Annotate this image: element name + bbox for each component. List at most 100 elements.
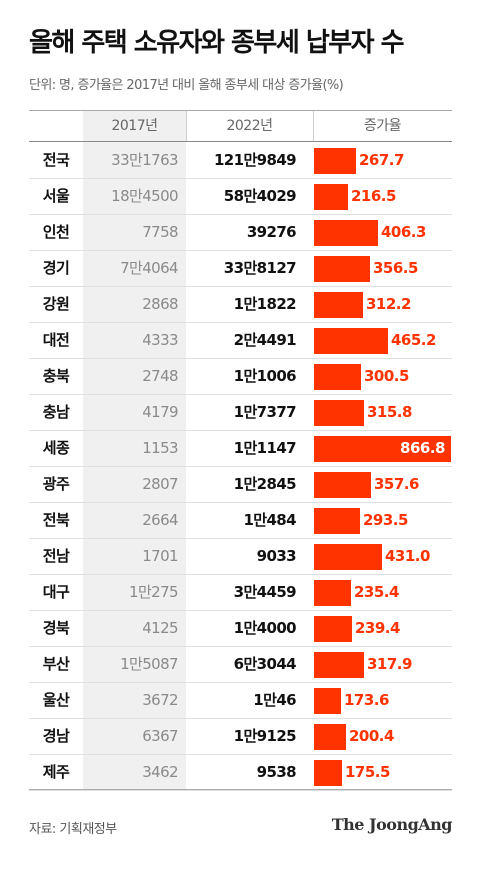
- growth-bar: [314, 688, 341, 714]
- growth-value-label: 356.5: [373, 259, 418, 277]
- table-row: 인천 7758 39276 406.3: [29, 214, 452, 251]
- growth-bar: [314, 148, 356, 174]
- value-2017: 2807: [142, 475, 178, 493]
- table-row: 대구 1만275 3만4459 235.4: [29, 574, 452, 611]
- growth-value-label: 173.6: [344, 691, 389, 709]
- growth-bar: [314, 472, 371, 498]
- growth-value-label: 866.8: [400, 439, 445, 457]
- header-growth: 증가율: [363, 118, 402, 134]
- value-2022: 39276: [246, 223, 297, 241]
- growth-value-label: 175.5: [345, 763, 390, 781]
- value-2022: 1만4000: [233, 619, 297, 637]
- value-2022: 1만1147: [233, 439, 297, 457]
- value-2017: 6367: [142, 727, 178, 745]
- value-2017: 4333: [142, 331, 178, 349]
- header-separator: [313, 111, 314, 141]
- table-row: 충남 4179 1만7377 315.8: [29, 394, 452, 431]
- value-2022: 3만4459: [233, 583, 297, 601]
- growth-value-label: 293.5: [363, 511, 408, 529]
- region-label: 부산: [42, 655, 70, 673]
- value-2017: 2664: [142, 511, 178, 529]
- growth-bar: [314, 400, 364, 426]
- growth-bar: [314, 580, 351, 606]
- table-row: 경북 4125 1만4000 239.4: [29, 610, 452, 647]
- growth-value-label: 406.3: [381, 223, 426, 241]
- table-row: 대전 4333 2만4491 465.2: [29, 322, 452, 359]
- region-label: 세종: [42, 439, 70, 457]
- table-row: 부산 1만5087 6만3044 317.9: [29, 646, 452, 683]
- growth-value-label: 239.4: [355, 619, 400, 637]
- value-2017: 2748: [142, 367, 178, 385]
- value-2022: 1만46: [253, 691, 296, 709]
- region-label: 서울: [42, 187, 70, 205]
- value-2017: 33만1763: [111, 151, 178, 169]
- region-label: 대구: [42, 583, 70, 601]
- growth-bar: [314, 616, 352, 642]
- growth-bar: [314, 328, 388, 354]
- growth-value-label: 315.8: [367, 403, 412, 421]
- value-2022: 1만484: [243, 511, 296, 529]
- value-2017: 7만4064: [120, 259, 179, 277]
- growth-bar: [314, 436, 451, 462]
- growth-value-label: 216.5: [351, 187, 396, 205]
- region-label: 울산: [42, 691, 70, 709]
- growth-bar: [314, 724, 346, 750]
- value-2017: 18만4500: [111, 187, 178, 205]
- region-label: 전북: [42, 511, 70, 529]
- table-row: 전남 1701 9033 431.0: [29, 538, 452, 575]
- value-2017: 7758: [142, 223, 178, 241]
- table-row: 강원 2868 1만1822 312.2: [29, 286, 452, 323]
- table-row: 세종 1153 1만1147 866.8: [29, 430, 452, 467]
- chart-title: 올해 주택 소유자와 종부세 납부자 수: [29, 28, 405, 58]
- region-label: 경기: [42, 259, 70, 277]
- value-2022: 9538: [256, 763, 297, 781]
- growth-bar: [314, 364, 361, 390]
- growth-value-label: 317.9: [367, 655, 412, 673]
- value-2017: 1701: [142, 547, 178, 565]
- value-2017: 4125: [142, 619, 178, 637]
- value-2017: 4179: [142, 403, 178, 421]
- growth-value-label: 235.4: [354, 583, 399, 601]
- value-2022: 2만4491: [233, 331, 297, 349]
- value-2022: 6만3044: [233, 655, 297, 673]
- table-row: 울산 3672 1만46 173.6: [29, 682, 452, 719]
- value-2022: 1만9125: [233, 727, 297, 745]
- growth-bar: [314, 508, 360, 534]
- table-row: 전북 2664 1만484 293.5: [29, 502, 452, 539]
- table-row: 서울 18만4500 58만4029 216.5: [29, 178, 452, 215]
- growth-value-label: 200.4: [349, 727, 394, 745]
- value-2017: 1만275: [129, 583, 179, 601]
- region-label: 전남: [42, 547, 70, 565]
- value-2017: 3672: [142, 691, 178, 709]
- source-note: 자료: 기획재정부: [29, 822, 117, 837]
- table-row: 제주 3462 9538 175.5: [29, 754, 452, 791]
- growth-bar: [314, 256, 370, 282]
- growth-bar: [314, 220, 378, 246]
- chart-subtitle: 단위: 명, 증가율은 2017년 대비 올해 종부세 대상 증가율(%): [29, 78, 344, 93]
- value-2017: 2868: [142, 295, 178, 313]
- value-2017: 1153: [142, 439, 178, 457]
- table-row: 충북 2748 1만1006 300.5: [29, 358, 452, 395]
- growth-bar: [314, 544, 382, 570]
- growth-bar: [314, 652, 364, 678]
- bottom-rule: [29, 789, 452, 790]
- region-label: 충남: [42, 403, 70, 421]
- value-2022: 1만2845: [233, 475, 297, 493]
- publisher-logo: The JoongAng: [331, 815, 453, 834]
- growth-value-label: 312.2: [366, 295, 411, 313]
- growth-bar: [314, 292, 363, 318]
- growth-bar: [314, 760, 342, 786]
- region-label: 인천: [42, 223, 70, 241]
- region-label: 경북: [42, 619, 70, 637]
- growth-value-label: 357.6: [374, 475, 419, 493]
- value-2022: 33만8127: [223, 259, 297, 277]
- value-2022: 1만1822: [233, 295, 297, 313]
- growth-value-label: 300.5: [364, 367, 409, 385]
- region-label: 강원: [42, 295, 70, 313]
- table-row: 전국 33만1763 121만9849 267.7: [29, 142, 452, 179]
- region-label: 전국: [42, 151, 70, 169]
- header-rule: [29, 141, 452, 142]
- table-row: 경기 7만4064 33만8127 356.5: [29, 250, 452, 287]
- value-2022: 1만1006: [233, 367, 297, 385]
- region-label: 대전: [42, 331, 70, 349]
